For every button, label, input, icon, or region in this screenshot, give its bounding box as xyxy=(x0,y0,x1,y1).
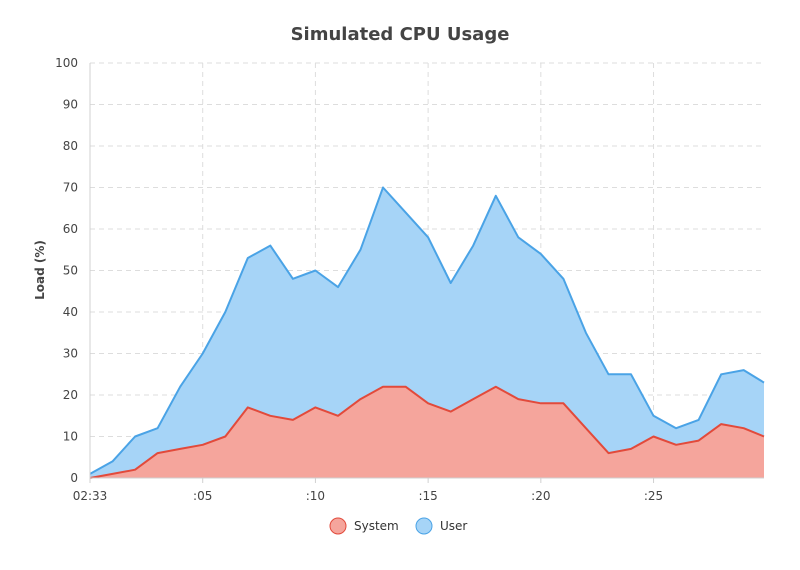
axes: 0 10 20 30 40 50 60 70 80 90 100 02:33 :05 :10 :15 :20:… xyxy=(55,56,764,503)
y-tick-label: 90 xyxy=(63,98,78,112)
y-axis-title: Load (%) xyxy=(33,240,47,300)
legend-swatch xyxy=(415,517,433,535)
x-tick-label: :15 xyxy=(418,489,437,503)
legend-label: User xyxy=(440,519,467,533)
series-system-area xyxy=(90,386,764,478)
x-tick-label: :05 xyxy=(193,489,212,503)
x-tick-label: :25 xyxy=(644,489,663,503)
legend: System User xyxy=(329,517,467,535)
y-tick-label: 30 xyxy=(63,347,78,361)
series-user-line xyxy=(89,186,765,475)
series-user-area xyxy=(90,187,764,478)
legend-label: System xyxy=(354,519,399,533)
chart-title: Simulated CPU Usage xyxy=(291,24,510,45)
x-tick-label: :10 xyxy=(306,489,325,503)
y-tick-label: 60 xyxy=(63,222,78,236)
series-areas xyxy=(89,186,765,479)
legend-item-system[interactable]: System xyxy=(329,517,399,535)
y-tick-label: 80 xyxy=(63,139,78,153)
legend-swatch xyxy=(329,517,347,535)
y-tick-label: 0 xyxy=(70,471,78,485)
y-tick-label: 20 xyxy=(63,388,78,402)
y-tick-label: 50 xyxy=(63,264,78,278)
x-tick-label: :20 xyxy=(531,489,550,503)
y-tick-label: 10 xyxy=(63,430,78,444)
x-tick-label: 02:33 xyxy=(73,489,108,503)
series-system-line xyxy=(89,385,765,479)
y-tick-label: 40 xyxy=(63,305,78,319)
legend-item-user[interactable]: User xyxy=(415,517,467,535)
y-tick-label: 100 xyxy=(55,56,78,70)
y-tick-label: 70 xyxy=(63,181,78,195)
